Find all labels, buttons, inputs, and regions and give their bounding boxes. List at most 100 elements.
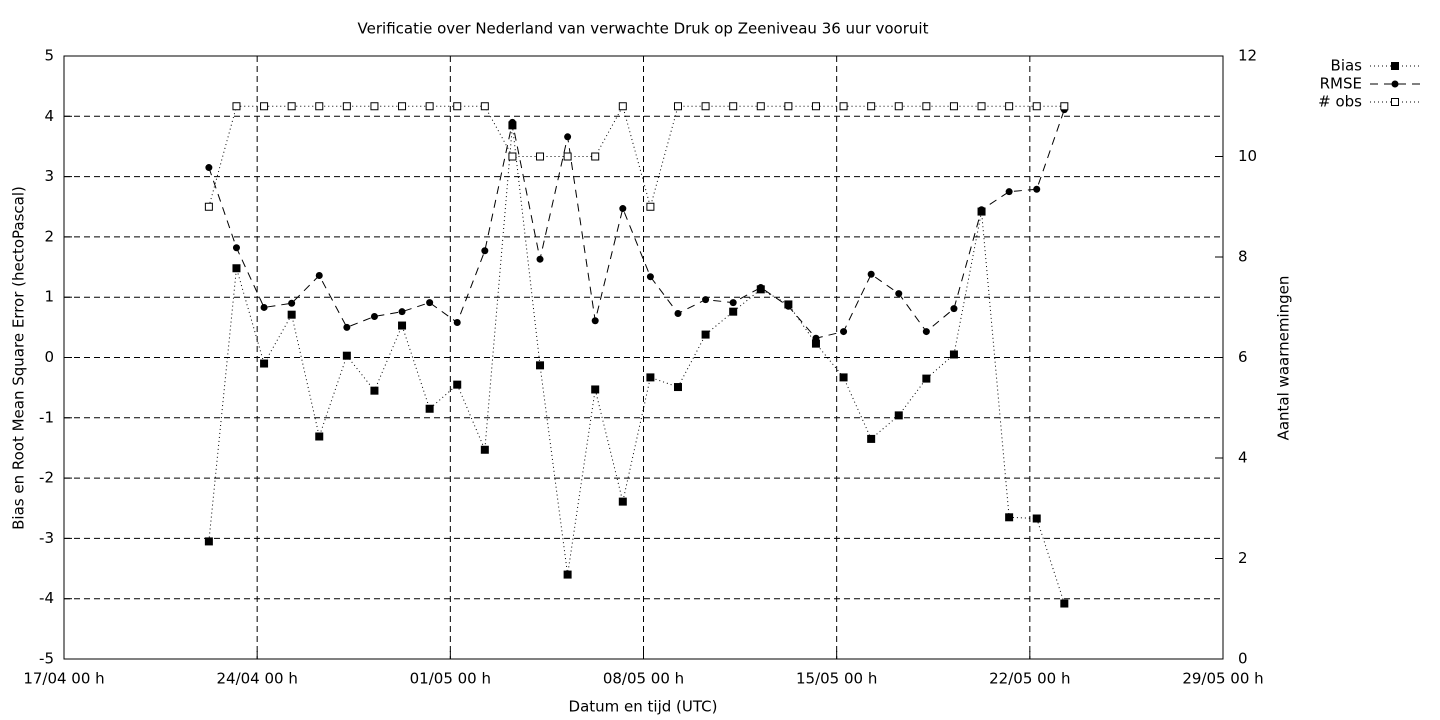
x-tick-label: 08/05 00 h (603, 670, 684, 688)
y2-tick-label: 0 (1238, 650, 1248, 668)
data-point (674, 309, 682, 317)
data-point (453, 380, 462, 389)
chart-title: Verificatie over Nederland van verwachte… (358, 20, 929, 38)
x-tick-label: 24/04 00 h (216, 670, 297, 688)
data-point (673, 383, 682, 392)
data-point (370, 102, 379, 111)
data-point (480, 102, 489, 111)
data-point (425, 102, 434, 111)
data-point (536, 361, 545, 370)
data-point (398, 308, 406, 316)
data-point (867, 434, 876, 443)
data-point (564, 133, 572, 141)
data-point (839, 373, 848, 382)
data-point (950, 305, 958, 313)
data-point (287, 102, 296, 111)
data-point (840, 328, 848, 336)
y-axis-label: Bias en Root Mean Square Error (hectoPas… (10, 186, 28, 530)
data-point (922, 102, 931, 111)
data-point (232, 102, 241, 111)
data-point (949, 102, 958, 111)
data-point (370, 312, 378, 320)
data-point (315, 271, 323, 279)
data-point (315, 432, 324, 441)
data-point (260, 303, 268, 311)
data-point (1033, 185, 1041, 193)
y-tick-label: -4 (39, 589, 54, 607)
data-point (729, 299, 737, 307)
series-line (208, 109, 1065, 339)
x-tick-label: 17/04 00 h (23, 670, 104, 688)
data-point (287, 310, 296, 319)
data-point (1005, 188, 1013, 196)
data-point (204, 202, 213, 211)
data-point (288, 299, 296, 307)
x-tick-label: 22/05 00 h (989, 670, 1070, 688)
data-point (895, 290, 903, 298)
data-point (894, 411, 903, 420)
data-point (646, 202, 655, 211)
y2-tick-label: 12 (1238, 47, 1257, 65)
y-tick-label: 5 (44, 47, 54, 65)
data-point (1060, 599, 1069, 608)
y-tick-label: 3 (44, 167, 54, 185)
data-point (618, 497, 627, 506)
data-point (977, 102, 986, 111)
data-point (702, 296, 710, 304)
legend-marker (1391, 62, 1399, 70)
legend-label: # obs (1318, 93, 1362, 111)
y-tick-label: -1 (39, 408, 54, 426)
data-point (1032, 102, 1041, 111)
y-tick-label: -5 (39, 650, 54, 668)
data-point (260, 102, 269, 111)
data-point (563, 152, 572, 161)
x-tick-label: 29/05 00 h (1182, 670, 1263, 688)
data-point (315, 102, 324, 111)
x-axis-label: Datum en tijd (UTC) (569, 698, 718, 716)
data-point (426, 299, 434, 307)
data-point (205, 164, 213, 172)
y-tick-label: 2 (44, 227, 54, 245)
data-point (784, 102, 793, 111)
data-point (729, 307, 738, 316)
y2-tick-label: 10 (1238, 147, 1257, 165)
data-point (894, 102, 903, 111)
x-tick-label: 01/05 00 h (410, 670, 491, 688)
data-point (1060, 102, 1069, 111)
data-point (978, 206, 986, 214)
data-point (342, 351, 351, 360)
data-point (729, 102, 738, 111)
data-point (481, 247, 489, 255)
y-tick-label: -3 (39, 529, 54, 547)
data-point (563, 570, 572, 579)
y2-tick-label: 2 (1238, 549, 1248, 567)
y2-tick-label: 8 (1238, 248, 1248, 266)
data-point (756, 102, 765, 111)
data-point (839, 102, 848, 111)
data-point (536, 255, 544, 263)
data-point (867, 102, 876, 111)
data-point (232, 244, 240, 252)
data-point (591, 152, 600, 161)
data-point (591, 385, 600, 394)
data-point (811, 102, 820, 111)
data-point (591, 317, 599, 325)
data-point (342, 102, 351, 111)
y-tick-label: 0 (44, 348, 54, 366)
legend-label: RMSE (1320, 75, 1362, 93)
data-point (701, 102, 710, 111)
legend-marker (1391, 80, 1399, 88)
data-point (508, 118, 516, 126)
data-point (1005, 102, 1014, 111)
data-point (536, 152, 545, 161)
data-point (646, 273, 654, 281)
data-point (619, 205, 627, 213)
x-tick-label: 15/05 00 h (796, 670, 877, 688)
data-point (508, 152, 517, 161)
data-point (646, 373, 655, 382)
data-point (343, 323, 351, 331)
data-point (701, 330, 710, 339)
data-point (949, 350, 958, 359)
data-point (204, 537, 213, 546)
